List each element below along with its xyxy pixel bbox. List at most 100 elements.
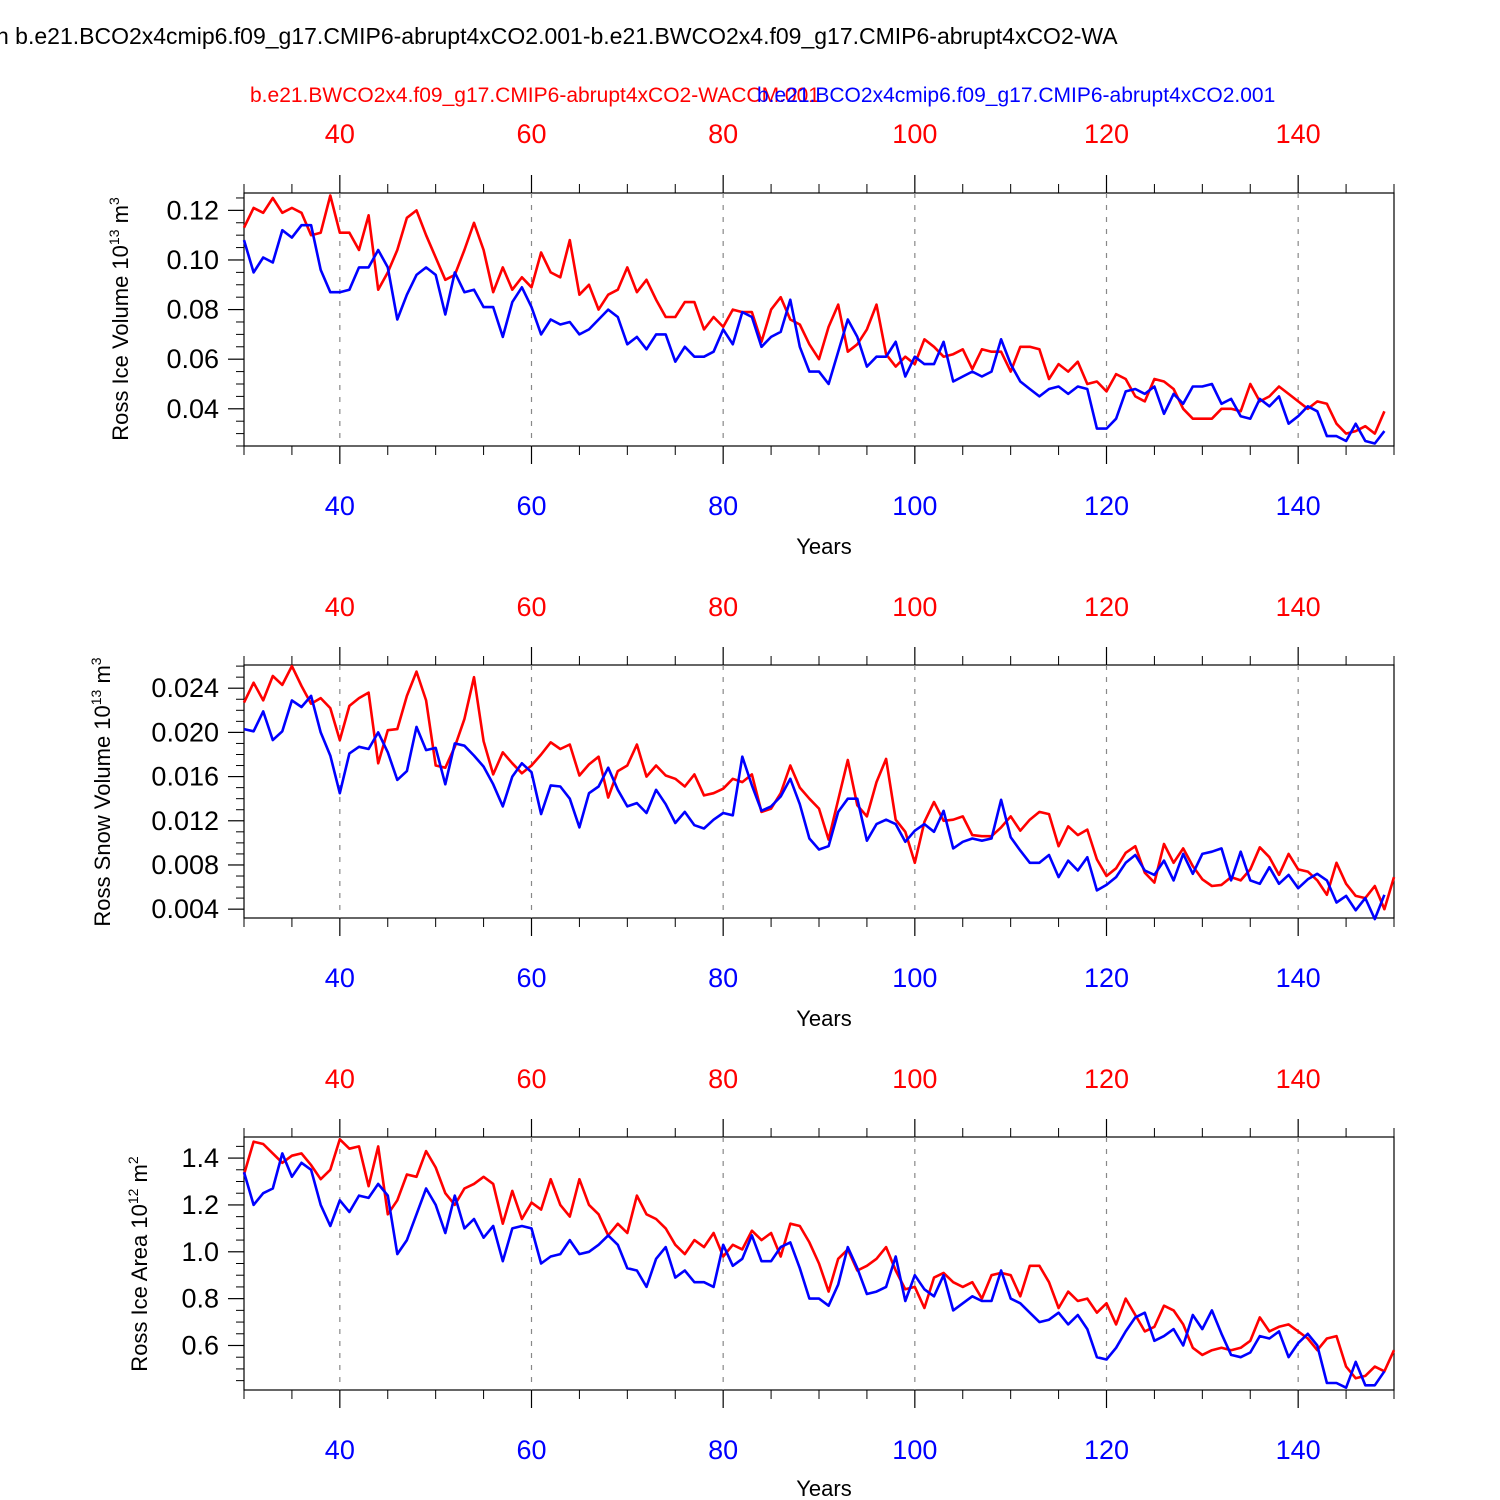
top-x-tick-label: 80 [708, 1064, 738, 1094]
y-axis-label-unit: m [108, 205, 133, 229]
bottom-x-tick-label: 120 [1084, 1435, 1129, 1465]
x-axis-label: Years [796, 1006, 851, 1031]
series-line-blue [242, 223, 1386, 445]
bottom-x-tick-labels: 40 60 80 100 120 140 [325, 1435, 1321, 1465]
top-x-tick-label: 60 [516, 119, 546, 149]
y-tick-label: 1.0 [181, 1237, 219, 1267]
y-axis-label-main: Ross Ice Area 10 [127, 1204, 152, 1372]
legend-red-series: b.e21.BWCO2x4.f09_g17.CMIP6-abrupt4xCO2-… [250, 84, 820, 107]
bottom-x-tick-labels: 40 60 80 100 120 140 [325, 963, 1321, 993]
top-x-tick-label: 100 [892, 1064, 937, 1094]
series-line-blue [242, 1152, 1386, 1389]
top-x-tick-label: 40 [325, 592, 355, 622]
top-x-tick-labels: 40 60 80 100 120 140 [325, 592, 1321, 622]
top-x-tick-label: 100 [892, 119, 937, 149]
y-tick-label: 0.08 [166, 295, 219, 325]
top-x-tick-label: 40 [325, 119, 355, 149]
top-x-tick-labels: 40 60 80 100 120 140 [325, 119, 1321, 149]
bottom-x-tick-label: 140 [1276, 1435, 1321, 1465]
top-x-tick-label: 60 [516, 1064, 546, 1094]
series-line-blue [243, 694, 1386, 921]
top-x-tick-label: 60 [516, 592, 546, 622]
legend-blue-series: b.e21.BCO2x4cmip6.f09_g17.CMIP6-abrupt4x… [757, 84, 1275, 107]
y-axis-label: Ross Ice Volume 1013 m3 [106, 197, 133, 441]
y-tick-label: 0.06 [166, 344, 219, 374]
y-axis-label-unit-exp: 3 [106, 197, 122, 205]
y-tick-labels: 0.004 0.008 0.012 0.016 0.020 0.024 [151, 673, 219, 924]
top-x-tick-label: 120 [1084, 119, 1129, 149]
bottom-x-tick-label: 40 [325, 1435, 355, 1465]
y-axis-label-unit-exp: 2 [125, 1156, 141, 1164]
y-tick-label: 1.4 [181, 1143, 219, 1173]
y-tick-label: 0.020 [151, 717, 219, 747]
bottom-x-tick-label: 140 [1276, 963, 1321, 993]
figure-title: n b.e21.BCO2x4cmip6.f09_g17.CMIP6-abrupt… [0, 23, 1118, 49]
bottom-x-tick-label: 80 [708, 491, 738, 521]
y-axis-label-unit: m [127, 1164, 152, 1188]
y-tick-label: 0.004 [151, 894, 219, 924]
top-x-tick-label: 100 [892, 592, 937, 622]
y-tick-label: 1.2 [181, 1190, 219, 1220]
y-tick-label: 0.8 [181, 1284, 219, 1314]
series-line-red [242, 1138, 1396, 1380]
series-lines [242, 664, 1396, 921]
x-axis-label: Years [796, 1476, 851, 1500]
top-x-tick-label: 80 [708, 592, 738, 622]
ross-ice-volume-panel: 40 60 80 100 120 140 40 60 80 100 120 140 0.04 0.06… [106, 119, 1395, 559]
bottom-x-tick-label: 40 [325, 963, 355, 993]
grid-lines [339, 193, 1299, 446]
top-x-tick-label: 40 [325, 1064, 355, 1094]
y-tick-label: 0.016 [151, 762, 219, 792]
top-x-tick-label: 140 [1276, 1064, 1321, 1094]
y-tick-label: 0.008 [151, 850, 219, 880]
bottom-x-tick-label: 120 [1084, 963, 1129, 993]
bottom-x-tick-label: 100 [892, 1435, 937, 1465]
y-axis-label-exp: 12 [125, 1188, 141, 1204]
series-line-red [242, 194, 1386, 435]
y-tick-labels: 0.04 0.06 0.08 0.10 0.12 [166, 195, 219, 423]
y-tick-label: 0.12 [166, 195, 219, 225]
y-axis-label-exp: 13 [88, 689, 104, 705]
ross-ice-area-panel: 40 60 80 100 120 140 40 60 80 100 120 140 0.6 0.8 1.… [125, 1064, 1396, 1500]
y-axis-label: Ross Ice Area 1012 m2 [125, 1156, 152, 1372]
top-x-tick-label: 140 [1276, 119, 1321, 149]
series-lines [242, 1138, 1396, 1389]
bottom-x-tick-label: 60 [516, 1435, 546, 1465]
bottom-x-tick-label: 40 [325, 491, 355, 521]
y-tick-label: 0.10 [166, 245, 219, 275]
bottom-x-tick-label: 120 [1084, 491, 1129, 521]
bottom-x-tick-label: 140 [1276, 491, 1321, 521]
y-tick-label: 0.04 [166, 394, 219, 424]
y-axis-label-unit: m [90, 665, 115, 689]
bottom-x-tick-label: 80 [708, 1435, 738, 1465]
top-x-tick-labels: 40 60 80 100 120 140 [325, 1064, 1321, 1094]
plot-frame [243, 664, 1395, 919]
top-x-tick-label: 120 [1084, 1064, 1129, 1094]
y-tick-label: 0.6 [181, 1330, 219, 1360]
bottom-x-tick-label: 60 [516, 491, 546, 521]
bottom-x-tick-label: 100 [892, 963, 937, 993]
axis-ticks [228, 175, 1395, 464]
y-tick-label: 0.024 [151, 673, 219, 703]
ross-snow-volume-panel: 40 60 80 100 120 140 40 60 80 100 120 140 0.0040.0… [88, 592, 1396, 1031]
top-x-tick-label: 120 [1084, 592, 1129, 622]
series-line-red [242, 664, 1396, 911]
y-tick-labels: 0.6 0.8 1.0 1.2 1.4 [181, 1143, 219, 1360]
bottom-x-tick-labels: 40 60 80 100 120 140 [325, 491, 1321, 521]
x-axis-label: Years [796, 534, 851, 559]
y-axis-label-exp: 13 [106, 229, 122, 245]
y-axis-label: Ross Snow Volume 1013 m3 [88, 657, 115, 926]
y-axis-label-main: Ross Snow Volume 10 [90, 705, 115, 926]
top-x-tick-label: 80 [708, 119, 738, 149]
series-lines [242, 194, 1386, 445]
y-tick-label: 0.012 [151, 806, 219, 836]
bottom-x-tick-label: 60 [516, 963, 546, 993]
top-x-tick-label: 140 [1276, 592, 1321, 622]
bottom-x-tick-label: 100 [892, 491, 937, 521]
y-axis-label-main: Ross Ice Volume 10 [108, 245, 133, 441]
y-axis-label-unit-exp: 3 [88, 657, 104, 665]
bottom-x-tick-label: 80 [708, 963, 738, 993]
axis-ticks [228, 647, 1395, 936]
axis-ticks [228, 1119, 1395, 1408]
